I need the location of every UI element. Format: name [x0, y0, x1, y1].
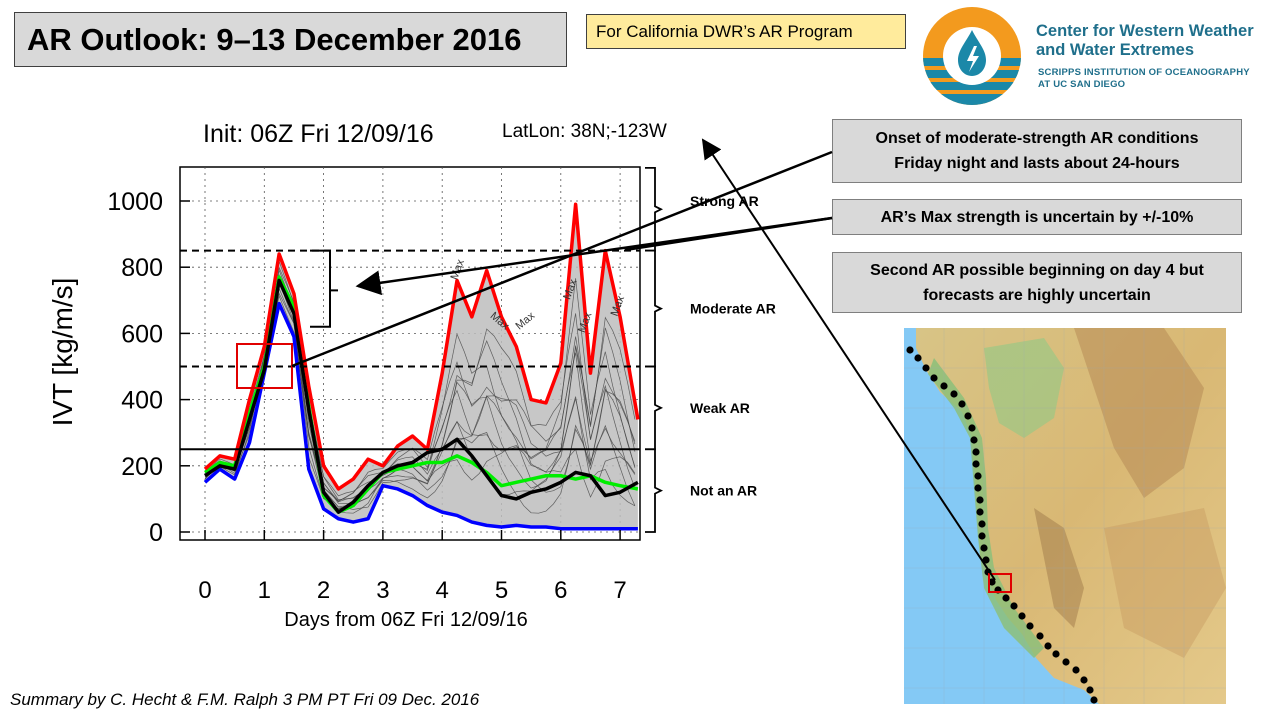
coastal-point — [976, 496, 984, 504]
x-tick-label: 1 — [258, 577, 271, 604]
x-tick-label: 5 — [495, 577, 508, 604]
coastal-point — [1052, 650, 1060, 658]
category-label: Moderate AR — [690, 301, 776, 317]
coastal-point — [976, 508, 984, 516]
org-sub-line1: SCRIPPS INSTITUTION OF OCEANOGRAPHY — [1038, 67, 1250, 78]
callout-onset-line1: Onset of moderate-strength AR conditions — [875, 130, 1199, 147]
callout-onset-line2: Friday night and lasts about 24-hours — [894, 155, 1180, 172]
y-axis-label: IVT [kg/m/s] — [47, 278, 78, 427]
coastal-point — [914, 354, 922, 362]
coastal-point — [982, 556, 990, 564]
map-sierra — [1034, 508, 1084, 628]
coastal-point — [1026, 622, 1034, 630]
coastal-point — [1072, 666, 1080, 674]
category-bracket — [645, 365, 664, 451]
coastal-point — [1080, 676, 1088, 684]
coastal-point — [1062, 658, 1070, 666]
ensemble-member-line — [204, 292, 636, 510]
coastal-point — [964, 412, 972, 420]
x-axis-label: Days from 06Z Fri 12/09/16 — [284, 609, 527, 631]
callout-second-line1: Second AR possible beginning on day 4 bu… — [870, 261, 1204, 279]
map-grid — [904, 328, 1226, 704]
arrow-onset — [291, 150, 833, 368]
coastal-point — [988, 578, 996, 586]
org-name: Center for Western Weather and Water Ext… — [1036, 22, 1276, 60]
coastal-point — [950, 390, 958, 398]
category-label: Weak AR — [690, 400, 750, 416]
cw3e-logo — [923, 7, 1021, 105]
callout-second-ar: Second AR possible beginning on day 4 bu… — [832, 252, 1242, 313]
page-title: AR Outlook: 9–13 December 2016 — [14, 12, 567, 67]
x-tick-label: 4 — [436, 577, 449, 604]
coastal-point — [1018, 612, 1026, 620]
arrow-location — [701, 138, 996, 581]
coastal-point — [940, 382, 948, 390]
y-tick-label: 800 — [121, 254, 163, 282]
coastal-point — [968, 424, 976, 432]
ensemble-spread-band — [205, 204, 638, 529]
category-bracket — [645, 448, 664, 533]
category-bracket — [645, 167, 664, 252]
y-tick-label: 600 — [121, 320, 163, 348]
coastal-point — [978, 520, 986, 528]
coastal-point — [1086, 686, 1094, 694]
org-name-line2: and Water Extremes — [1036, 41, 1195, 59]
coastal-point — [906, 346, 914, 354]
coastal-point — [930, 374, 938, 382]
y-tick-label: 0 — [149, 519, 163, 547]
map-green-coast — [928, 358, 1044, 658]
series-min-line — [203, 301, 638, 531]
coastal-point — [974, 472, 982, 480]
y-tick-label: 400 — [121, 387, 163, 415]
map-high-desert — [1104, 508, 1226, 658]
coastal-point — [922, 364, 930, 372]
coastal-points — [906, 346, 1098, 704]
category-label: Not an AR — [690, 483, 757, 499]
org-sub-line2: AT UC SAN DIEGO — [1038, 79, 1126, 90]
map-green-north — [984, 338, 1064, 438]
chart-init-label: Init: 06Z Fri 12/09/16 — [203, 120, 434, 148]
coastal-point — [980, 544, 988, 552]
x-tick-label: 2 — [317, 577, 330, 604]
y-tick-label: 200 — [121, 453, 163, 481]
org-affiliation: SCRIPPS INSTITUTION OF OCEANOGRAPHY AT U… — [1038, 67, 1278, 91]
x-tick-label: 7 — [613, 577, 626, 604]
coastal-point — [972, 460, 980, 468]
program-label: For California DWR’s AR Program — [586, 14, 906, 49]
coastal-point — [1044, 642, 1052, 650]
coastal-point — [970, 436, 978, 444]
callout-second-line2: forecasts are highly uncertain — [923, 286, 1151, 304]
annotation-arrows — [291, 138, 996, 581]
callout-max-uncertainty: AR’s Max strength is uncertain by +/-10% — [832, 199, 1242, 235]
coastal-point — [974, 484, 982, 492]
callout-onset: Onset of moderate-strength AR conditions… — [832, 119, 1242, 183]
uncertainty-bracket — [310, 249, 338, 328]
coastal-point — [1090, 696, 1098, 704]
map-mountains — [1074, 328, 1204, 498]
coastal-point — [1002, 594, 1010, 602]
y-tick-label: 1000 — [107, 188, 163, 216]
x-tick-label: 0 — [198, 577, 211, 604]
series-mean-line — [204, 278, 639, 514]
summary-credit: Summary by C. Hecht & F.M. Ralph 3 PM PT… — [10, 690, 480, 709]
org-name-line1: Center for Western Weather — [1036, 22, 1254, 40]
selected-point-box — [988, 573, 1012, 593]
x-tick-label: 3 — [376, 577, 389, 604]
coastal-point — [1010, 602, 1018, 610]
series-max-line — [203, 202, 640, 491]
chart-latlon-label: LatLon: 38N;-123W — [502, 121, 667, 142]
coastal-point — [958, 400, 966, 408]
category-bracket — [645, 249, 664, 368]
x-tick-label: 6 — [554, 577, 567, 604]
callout-max-line1: AR’s Max strength is uncertain by +/-10% — [880, 208, 1194, 226]
coastal-point — [1036, 632, 1044, 640]
coastal-point — [972, 448, 980, 456]
west-coast-map — [904, 328, 1226, 704]
arrow-second-ar — [624, 216, 833, 252]
coastal-point — [978, 532, 986, 540]
